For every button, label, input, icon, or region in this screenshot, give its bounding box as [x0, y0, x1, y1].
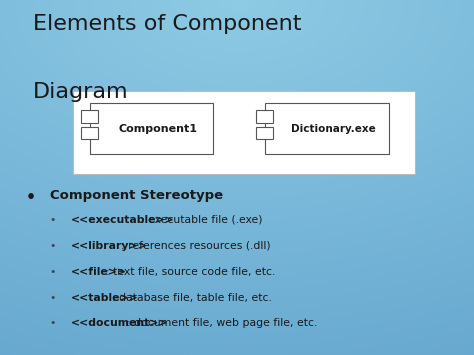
Bar	[81, 110, 98, 122]
Text: •: •	[50, 267, 56, 277]
Text: <<document>>: <<document>>	[71, 318, 169, 328]
Text: •: •	[50, 318, 56, 328]
Bar	[90, 103, 213, 154]
Bar	[81, 127, 98, 139]
Text: •: •	[50, 293, 56, 302]
FancyBboxPatch shape	[73, 91, 415, 174]
Text: <<library>>: <<library>>	[71, 241, 148, 251]
Text: Elements of Component: Elements of Component	[33, 14, 301, 34]
Text: : database file, table file, etc.: : database file, table file, etc.	[112, 293, 272, 302]
Text: <<table>>: <<table>>	[71, 293, 139, 302]
Text: Dictionary.exe: Dictionary.exe	[291, 124, 375, 134]
Text: •: •	[26, 190, 36, 205]
Text: •: •	[50, 241, 56, 251]
Text: : document file, web page file, etc.: : document file, web page file, etc.	[127, 318, 318, 328]
Text: : references resources (.dll): : references resources (.dll)	[121, 241, 271, 251]
Text: Component Stereotype: Component Stereotype	[50, 189, 223, 202]
Bar	[256, 110, 273, 122]
Text: <<executable>>: <<executable>>	[71, 215, 175, 225]
Bar	[265, 103, 389, 154]
Text: •: •	[50, 215, 56, 225]
Text: : text file, source code file, etc.: : text file, source code file, etc.	[106, 267, 275, 277]
Text: Diagram: Diagram	[33, 82, 129, 102]
Text: <<file>>: <<file>>	[71, 267, 127, 277]
Text: : executable file (.exe): : executable file (.exe)	[141, 215, 263, 225]
Bar	[256, 127, 273, 139]
Text: Component1: Component1	[118, 124, 197, 134]
